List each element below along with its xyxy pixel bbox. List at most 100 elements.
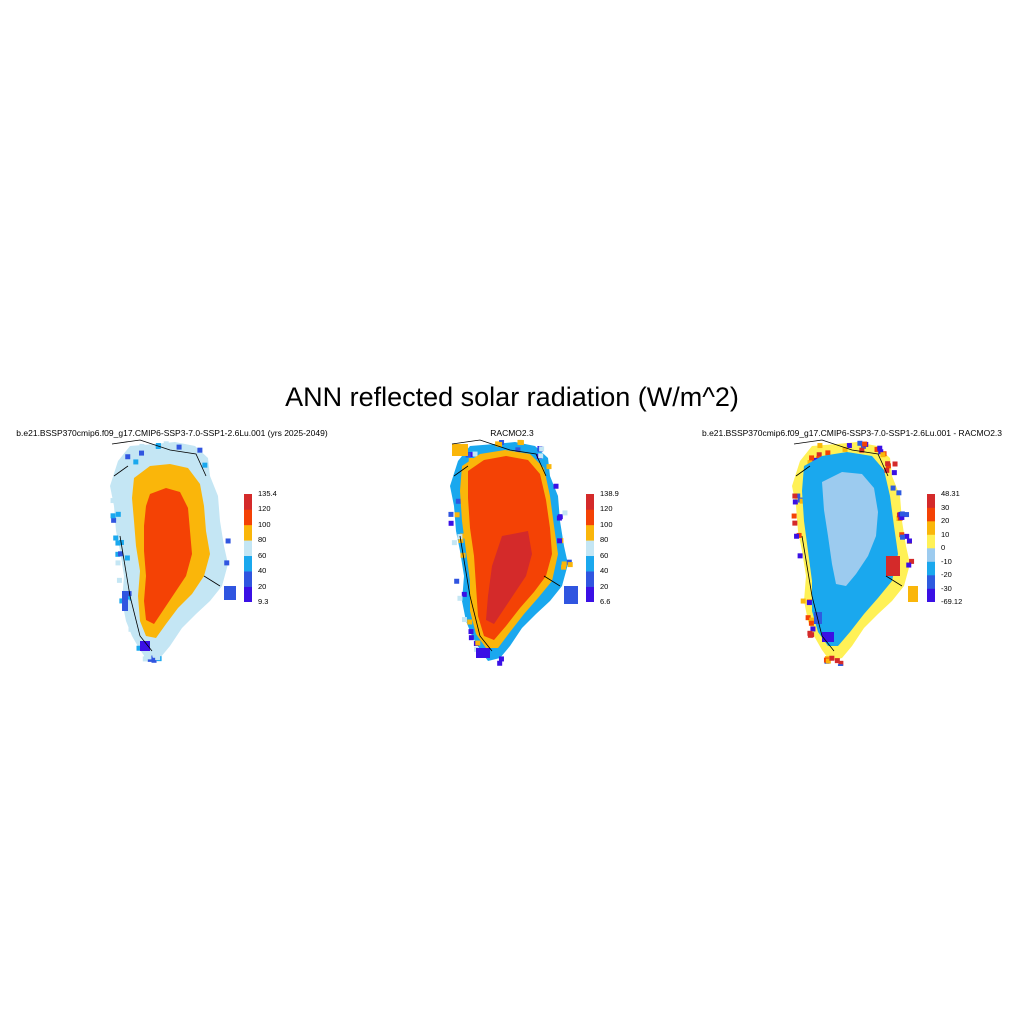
map-cell xyxy=(116,577,122,583)
colorbar-swatch xyxy=(244,509,252,526)
map-cell xyxy=(846,443,852,449)
greenland-map-racmo xyxy=(448,439,578,666)
colorbar-swatch xyxy=(927,561,935,576)
colorbar-tick-label: 30 xyxy=(941,502,950,512)
colorbar-tick-label: 0 xyxy=(941,543,946,552)
map-cell xyxy=(800,598,806,604)
map-cell xyxy=(567,562,573,568)
colorbar-tick-label: 80 xyxy=(258,535,267,545)
map-cell xyxy=(825,658,831,664)
map-cell xyxy=(816,452,822,458)
colorbar-swatch xyxy=(586,494,594,510)
map-cell xyxy=(859,447,865,453)
map-cell xyxy=(814,612,822,624)
colorbar-tick-label: 9.3 xyxy=(258,597,269,606)
map-cell xyxy=(825,450,831,456)
colorbar-tick-label: 120 xyxy=(258,504,271,514)
map-cell xyxy=(884,467,890,473)
map-cell xyxy=(792,520,798,526)
map-cell xyxy=(906,562,912,568)
map-cell xyxy=(810,626,816,632)
map-cell xyxy=(139,443,145,449)
map-cell xyxy=(472,451,478,457)
map-cell xyxy=(125,454,131,460)
map-cell xyxy=(151,657,157,663)
colorbar-tick-label: -30 xyxy=(941,583,952,593)
map-cell xyxy=(468,635,474,641)
colorbar-swatch xyxy=(586,555,594,572)
map-cell xyxy=(498,656,504,662)
colorbar-swatch xyxy=(244,494,252,510)
colorbar-tick-label: 20 xyxy=(258,581,267,591)
map-cell xyxy=(892,461,898,467)
map-cell xyxy=(874,447,880,453)
map-cell xyxy=(909,558,915,564)
colorbar-difference xyxy=(927,494,935,602)
map-cell xyxy=(461,591,467,597)
map-cell xyxy=(837,664,843,666)
map-cell xyxy=(857,440,863,446)
map-cell xyxy=(794,533,800,539)
map-cell xyxy=(197,447,203,453)
greenland-map-difference xyxy=(791,439,918,666)
map-cell xyxy=(809,455,815,461)
map-cell xyxy=(455,498,461,504)
map-cell xyxy=(133,459,139,465)
colorbar-swatch xyxy=(927,494,935,508)
map-cell xyxy=(115,551,121,557)
map-cell xyxy=(885,461,891,467)
colorbar-tick-label: 60 xyxy=(600,550,609,560)
map-cell xyxy=(862,441,868,447)
panel-difference: b.e21.BSSP370cmip6.f09_g17.CMIP6-SSP3-7.… xyxy=(680,428,1024,668)
map-region-interior xyxy=(144,488,192,624)
coastline xyxy=(451,439,561,652)
map-cell xyxy=(144,651,150,657)
map-cell xyxy=(115,511,121,517)
map-cell xyxy=(904,533,910,539)
map-cell xyxy=(476,648,490,658)
map-cell xyxy=(468,629,474,635)
colorbar-tick-label: 120 xyxy=(600,504,613,514)
map-cell xyxy=(454,578,460,584)
map-cell xyxy=(454,512,460,518)
colorbar-swatch xyxy=(244,524,252,541)
map-cell xyxy=(539,446,545,452)
colorbar-tick-label: -10 xyxy=(941,556,952,566)
map-cell xyxy=(146,654,152,660)
map-cell xyxy=(797,553,803,559)
colorbar-tick-label: 80 xyxy=(600,535,609,545)
map-cell xyxy=(467,619,473,625)
map-cell xyxy=(796,532,802,538)
map-cell xyxy=(497,660,503,666)
map-cell xyxy=(561,561,567,567)
map-cell xyxy=(119,598,125,604)
colorbar-racmo xyxy=(586,494,594,602)
map-cell xyxy=(461,617,467,623)
map-cell xyxy=(139,450,145,456)
map-cell xyxy=(155,443,161,449)
map-cell xyxy=(791,513,797,519)
map-cell xyxy=(899,514,905,520)
colorbar-tick-label: 6.6 xyxy=(600,597,611,606)
map-cell xyxy=(163,441,169,447)
map-cell xyxy=(118,551,124,557)
map-cell xyxy=(140,641,150,651)
map-cell xyxy=(110,513,116,519)
map-cell xyxy=(553,483,559,489)
map-cell xyxy=(842,446,848,452)
map-cell xyxy=(136,645,142,651)
map-cell xyxy=(202,462,208,468)
colorbar-swatch xyxy=(927,507,935,522)
panel-racmo: RACMO2.3 138.9 120 100 80 60 40 20 6.6 xyxy=(340,428,684,668)
map-cell xyxy=(155,655,161,661)
map-cell xyxy=(564,586,578,604)
map-cell xyxy=(886,556,900,576)
map-cell xyxy=(225,538,231,544)
map-cell xyxy=(562,510,568,516)
map-cell xyxy=(900,534,906,540)
map-cell xyxy=(792,493,798,499)
map-cell xyxy=(904,512,910,518)
map-cell xyxy=(899,511,905,517)
colorbar-swatch xyxy=(586,509,594,526)
map-cell xyxy=(808,620,814,626)
